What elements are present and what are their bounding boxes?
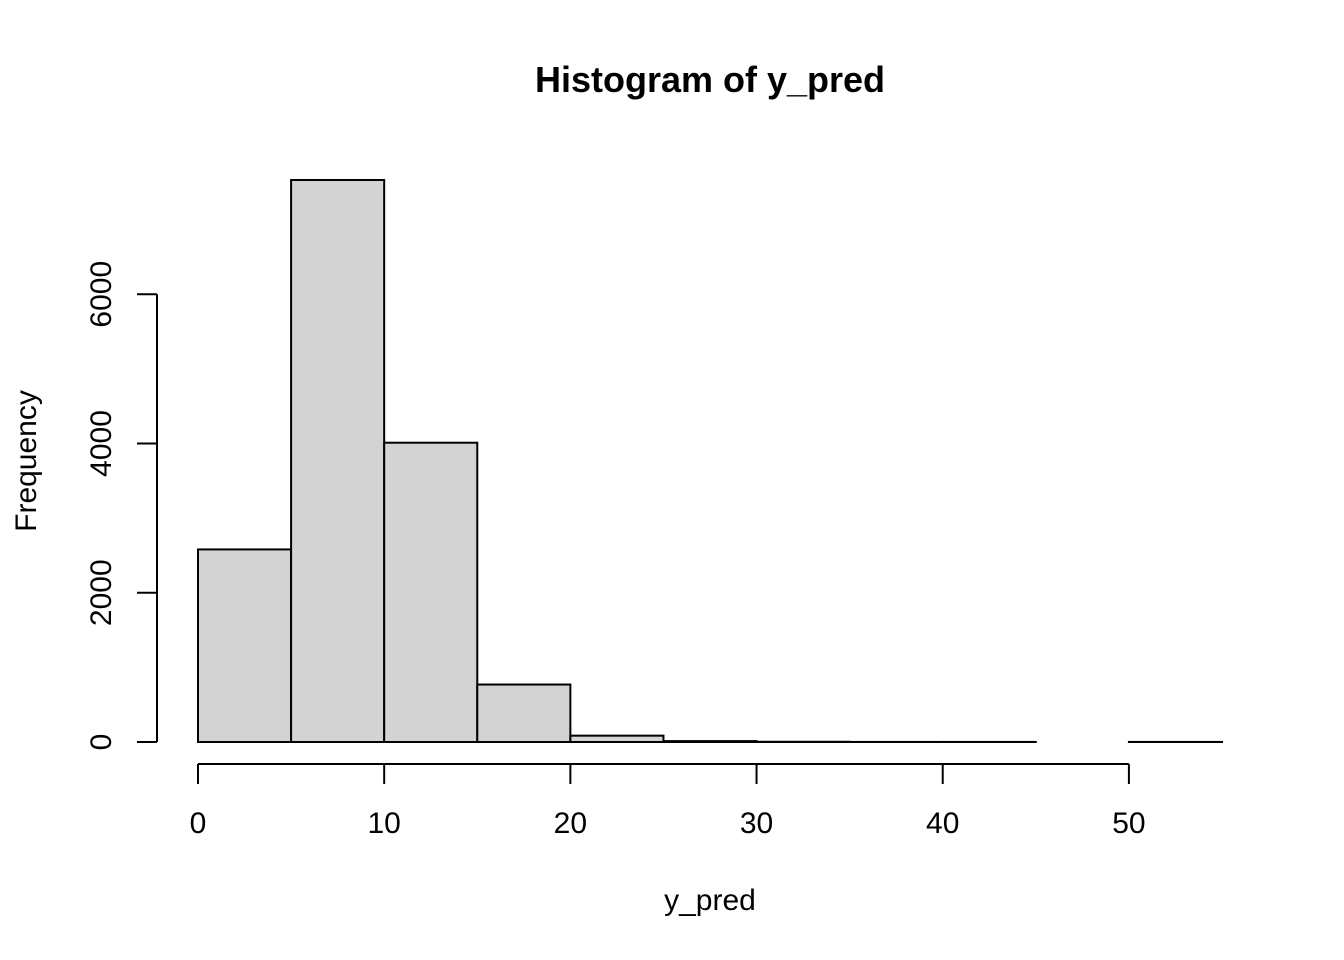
histogram-bar-0 [197, 548, 293, 744]
histogram-bars [197, 179, 1223, 744]
x-axis-label: y_pred [664, 884, 756, 917]
histogram-bar-3 [476, 683, 572, 743]
y-tick-label-3: 6000 [85, 261, 118, 328]
histogram-bar-1 [290, 179, 386, 743]
x-axis: 0 10 20 30 40 50 [190, 763, 1146, 840]
y-axis-label: Frequency [10, 390, 43, 532]
histogram-bar-5 [662, 740, 758, 743]
x-tick-label-3: 30 [740, 807, 773, 840]
histogram-bar-2 [383, 441, 479, 743]
x-tick-label-0: 0 [190, 807, 207, 840]
histogram-bar-4 [569, 734, 665, 744]
chart-title: Histogram of y_pred [535, 59, 885, 100]
y-tick-label-2: 4000 [85, 410, 118, 477]
x-tick-label-4: 40 [926, 807, 959, 840]
x-tick-label-5: 50 [1112, 807, 1145, 840]
y-axis: 0 2000 4000 6000 [85, 261, 158, 751]
y-tick-label-0: 0 [85, 734, 118, 751]
x-tick-label-1: 10 [367, 807, 400, 840]
x-tick-label-2: 20 [554, 807, 587, 840]
y-tick-label-1: 2000 [85, 559, 118, 626]
